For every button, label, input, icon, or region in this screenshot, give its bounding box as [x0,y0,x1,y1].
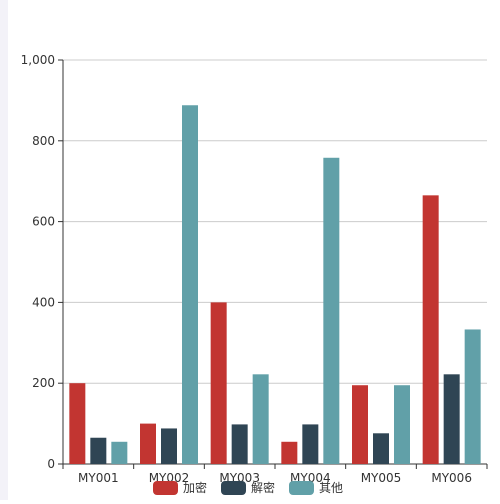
legend-swatch [153,481,178,495]
legend-item-3[interactable]: 其他 [289,481,343,495]
bar-MY003-2[interactable] [231,424,248,464]
bar-MY005-2[interactable] [373,433,389,464]
y-tick-label: 200 [32,376,55,390]
bar-MY006-1[interactable] [422,195,439,464]
bar-MY004-1[interactable] [281,441,298,464]
x-tick-label: MY001 [78,471,119,485]
bar-MY002-2[interactable] [161,428,177,464]
bar-MY006-2[interactable] [443,374,460,464]
bar-MY001-3[interactable] [111,441,128,464]
bar-MY003-1[interactable] [210,302,227,464]
y-tick-label: 1,000 [21,53,55,67]
bar-MY006-3[interactable] [464,329,481,464]
y-tick-label: 600 [32,215,55,229]
bar-MY002-3[interactable] [182,105,198,465]
bar-MY002-1[interactable] [140,423,156,464]
legend-label: 加密 [183,480,207,495]
legend-item-1[interactable]: 加密 [153,480,207,495]
grid-lines [63,59,487,384]
left-panel-edge [0,0,8,500]
bar-MY004-3[interactable] [323,157,340,464]
legend: 加密 解密 其他 [153,480,343,495]
bar-MY001-1[interactable] [69,383,86,464]
bar-MY005-1[interactable] [352,385,368,464]
y-tick-label: 0 [47,457,55,471]
legend-item-2[interactable]: 解密 [221,480,275,495]
legend-label: 其他 [319,481,343,495]
bar-MY003-3[interactable] [252,374,269,464]
x-tick-label: MY006 [431,471,472,485]
legend-label: 解密 [251,480,275,495]
bars [69,105,481,465]
x-tick-label: MY005 [361,471,402,485]
legend-swatch [221,481,246,495]
bar-MY005-3[interactable] [394,385,410,464]
y-tick-label: 400 [32,295,55,309]
bar-MY004-2[interactable] [302,424,319,464]
y-tick-label: 800 [32,134,55,148]
bar-MY001-2[interactable] [90,437,107,464]
legend-swatch [289,481,314,495]
